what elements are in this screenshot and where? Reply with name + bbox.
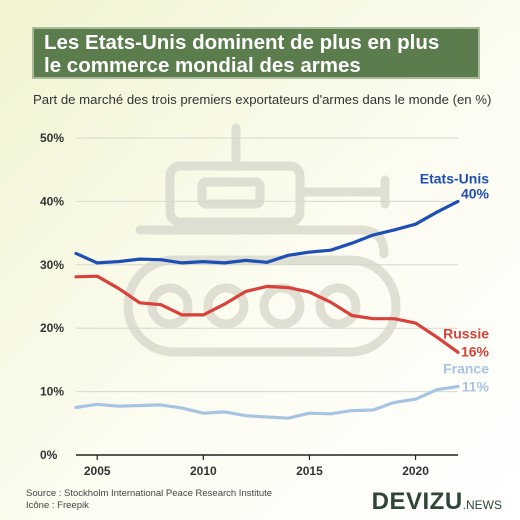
y-tick-label: 20%	[40, 321, 64, 335]
series-lines	[74, 199, 460, 420]
logo-suffix: .NEWS	[462, 498, 502, 512]
x-tick-label: 2015	[296, 464, 323, 478]
series-name-label: Etats-Unis	[420, 170, 489, 186]
source-note: Source : Stockholm International Peace R…	[26, 488, 272, 512]
x-tick-label: 2010	[190, 464, 217, 478]
series-line-etats-unis	[74, 199, 460, 265]
grid	[76, 137, 458, 393]
icon-credit: Icône : Freepik	[26, 500, 89, 511]
y-tick-label: 50%	[40, 131, 64, 145]
chart-title-line-1: Les Etats-Unis dominent de plus en plus	[44, 31, 440, 54]
series-line-russie	[74, 274, 460, 354]
source-text: Source : Stockholm International Peace R…	[26, 488, 273, 499]
series-line-france	[74, 384, 460, 420]
logo-main: DEVIZU	[371, 488, 463, 515]
series-name-label: Russie	[443, 325, 489, 341]
y-tick-label: 10%	[40, 385, 64, 399]
series-end-value-label: 40%	[461, 185, 490, 201]
y-tick-label: 30%	[40, 258, 64, 272]
chart-title-line-2: le commerce mondial des armes	[44, 54, 361, 77]
devizu-logo: DEVIZU.NEWS	[372, 488, 502, 516]
series-end-value-label: 16%	[461, 343, 490, 359]
tank-icon	[123, 123, 401, 357]
series-name-label: France	[443, 361, 489, 377]
y-tick-label: 0%	[40, 448, 58, 462]
y-tick-label: 40%	[40, 194, 64, 208]
x-tick-label: 2005	[84, 464, 111, 478]
chart-subtitle: Part de marché des trois premiers export…	[33, 92, 492, 107]
x-tick-label: 2020	[402, 464, 429, 478]
series-end-value-label: 11%	[462, 379, 490, 395]
title-box: Les Etats-Unis dominent de plus en plus …	[32, 27, 480, 79]
axes: 0% 10% 20% 30% 40% 50% 2005 2010 2015 2020	[40, 131, 458, 478]
